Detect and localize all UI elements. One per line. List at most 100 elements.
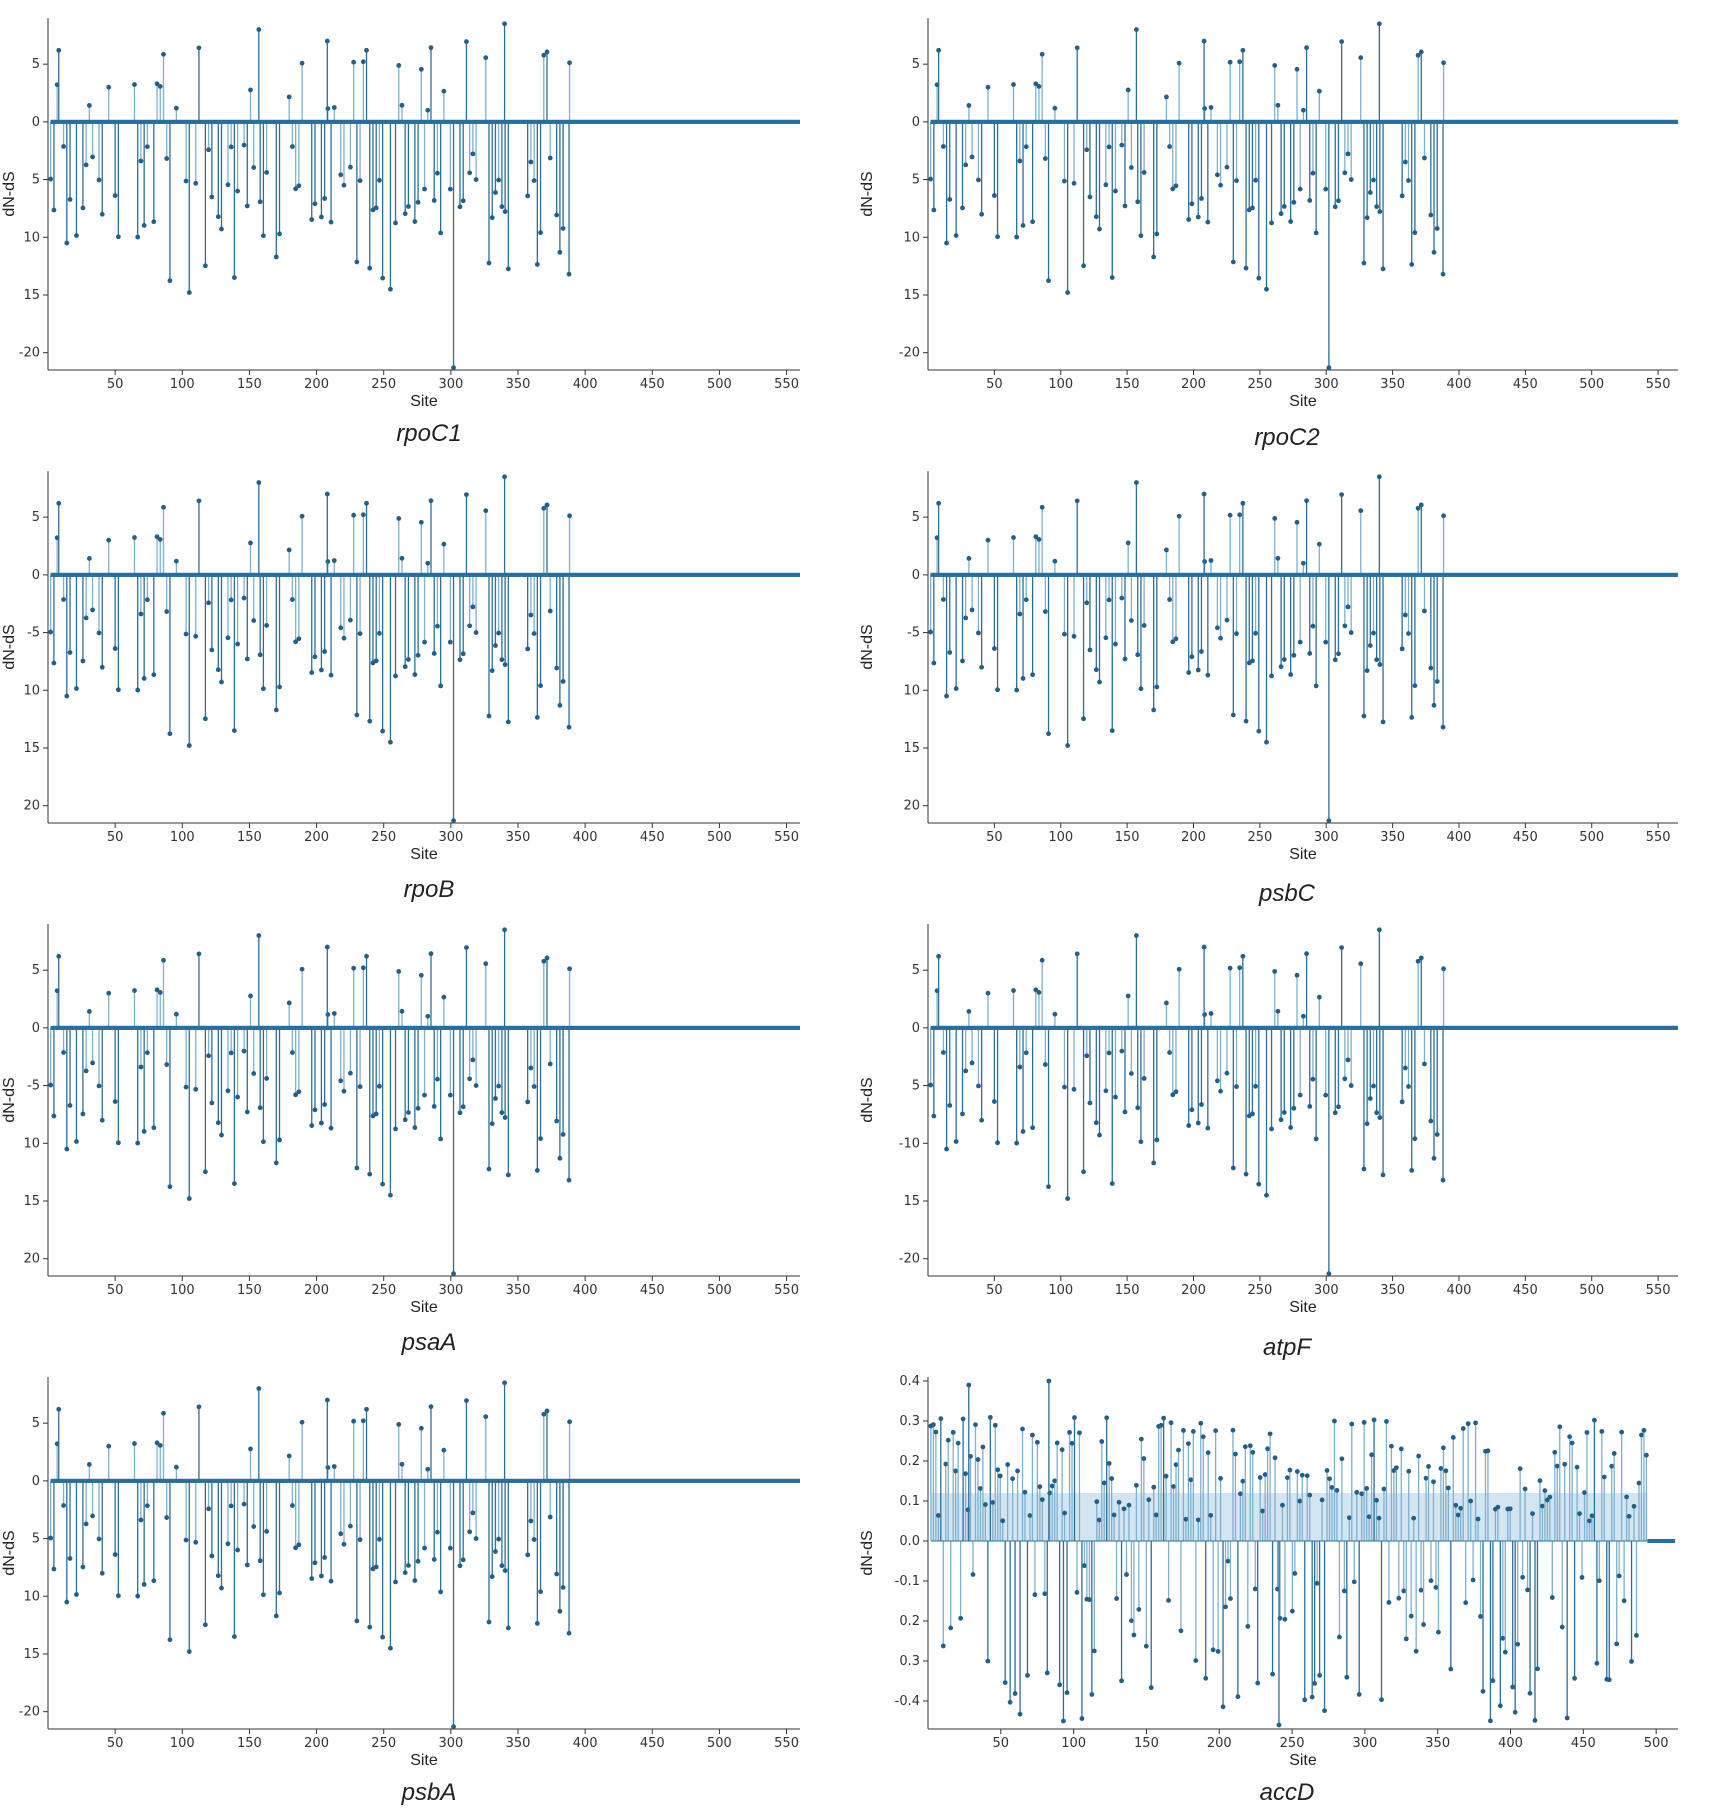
x-tick-label: 300 [1314, 830, 1339, 845]
data-point [1262, 1472, 1268, 1477]
data-point [451, 365, 456, 371]
data-point [966, 103, 972, 108]
data-point [1214, 1078, 1220, 1084]
data-point [1358, 508, 1364, 514]
data-point [1138, 1139, 1144, 1145]
data-point [995, 1140, 1000, 1146]
data-point [1256, 1181, 1262, 1187]
data-point [960, 658, 965, 664]
x-tick-label: 150 [1115, 830, 1140, 845]
data-point [1626, 1513, 1632, 1519]
data-point [467, 623, 473, 629]
data-point [531, 631, 537, 636]
data-point [473, 1083, 479, 1088]
data-point [943, 1461, 949, 1467]
data-point [196, 45, 202, 51]
data-point [1114, 1596, 1119, 1601]
data-point [393, 1579, 398, 1585]
data-point [1403, 1636, 1409, 1642]
x-tick-label: 300 [438, 830, 463, 845]
data-point [380, 728, 386, 734]
data-point [1507, 1506, 1513, 1512]
data-point [544, 1408, 550, 1414]
data-point [1017, 1711, 1023, 1717]
data-point [319, 667, 324, 673]
panel-rpoC1: 5 0 5 10 15 -20 50 100 150 200 250 300 350 400 450 500 5… [0, 0, 858, 453]
y-tick-label: 0 [912, 1021, 920, 1036]
data-point [948, 1625, 954, 1631]
data-point [1164, 547, 1169, 553]
data-point [1002, 1680, 1008, 1686]
data-point [296, 636, 302, 642]
data-point [1639, 1432, 1644, 1438]
data-point [1199, 196, 1204, 201]
data-point [154, 987, 160, 993]
data-point [1364, 1121, 1370, 1127]
data-point [1173, 1462, 1179, 1468]
data-point [219, 679, 224, 685]
y-tick-label: 5 [912, 510, 920, 525]
data-point [1431, 702, 1437, 708]
data-point [1415, 505, 1421, 511]
data-point [86, 1462, 92, 1467]
data-point [1062, 631, 1067, 637]
data-point [173, 1011, 179, 1017]
x-tick-label: 450 [640, 1736, 665, 1751]
data-point [1264, 286, 1269, 292]
data-point [1572, 1675, 1578, 1681]
data-point [1596, 1578, 1602, 1584]
data-point [928, 1082, 934, 1088]
data-point [1134, 480, 1139, 485]
data-point [525, 646, 531, 652]
y-tick-label: 0 [912, 568, 920, 583]
data-point [388, 1192, 393, 1198]
data-point [1294, 66, 1300, 72]
data-point [1189, 201, 1195, 207]
data-point [141, 676, 147, 681]
data-point [528, 1518, 534, 1524]
data-point [1376, 474, 1382, 480]
data-point [309, 1123, 315, 1128]
data-point [991, 646, 997, 651]
data-point [377, 1083, 382, 1089]
data-point [1214, 172, 1220, 178]
data-point [1339, 945, 1345, 950]
y-tick-label: 15 [903, 741, 920, 756]
data-point [1022, 1489, 1028, 1495]
x-tick-label: 450 [640, 830, 665, 845]
data-point [1052, 558, 1058, 564]
data-point [1304, 951, 1309, 957]
data-point [1062, 178, 1067, 184]
data-point [928, 176, 934, 182]
x-tick-label: 100 [1048, 830, 1073, 845]
x-tick-label: 450 [1513, 377, 1538, 392]
data-point [1371, 1417, 1377, 1423]
data-point [969, 154, 975, 160]
data-point [1046, 1184, 1051, 1190]
x-tick-label: 350 [506, 830, 531, 845]
data-point [1272, 515, 1278, 521]
data-point [228, 597, 234, 603]
y-tick-label: 0 [32, 568, 40, 583]
data-point [958, 1615, 964, 1621]
data-point [936, 500, 942, 506]
data-point [1227, 965, 1233, 971]
data-point [464, 945, 469, 950]
data-point [528, 1065, 534, 1071]
data-point [1253, 177, 1259, 183]
y-tick-label: 0.1 [899, 1494, 920, 1509]
data-point [1119, 595, 1125, 601]
data-point [51, 207, 57, 213]
data-point [67, 197, 73, 202]
data-point [312, 654, 318, 660]
data-point [1310, 1076, 1316, 1082]
data-point [48, 176, 54, 182]
data-point [244, 203, 250, 209]
x-axis-title: Site [410, 393, 438, 410]
x-tick-label: 350 [1425, 1736, 1450, 1751]
data-point [1587, 1518, 1592, 1524]
data-point [293, 639, 299, 645]
data-point [402, 664, 408, 670]
data-point [206, 1053, 212, 1059]
data-point [1530, 1511, 1535, 1516]
